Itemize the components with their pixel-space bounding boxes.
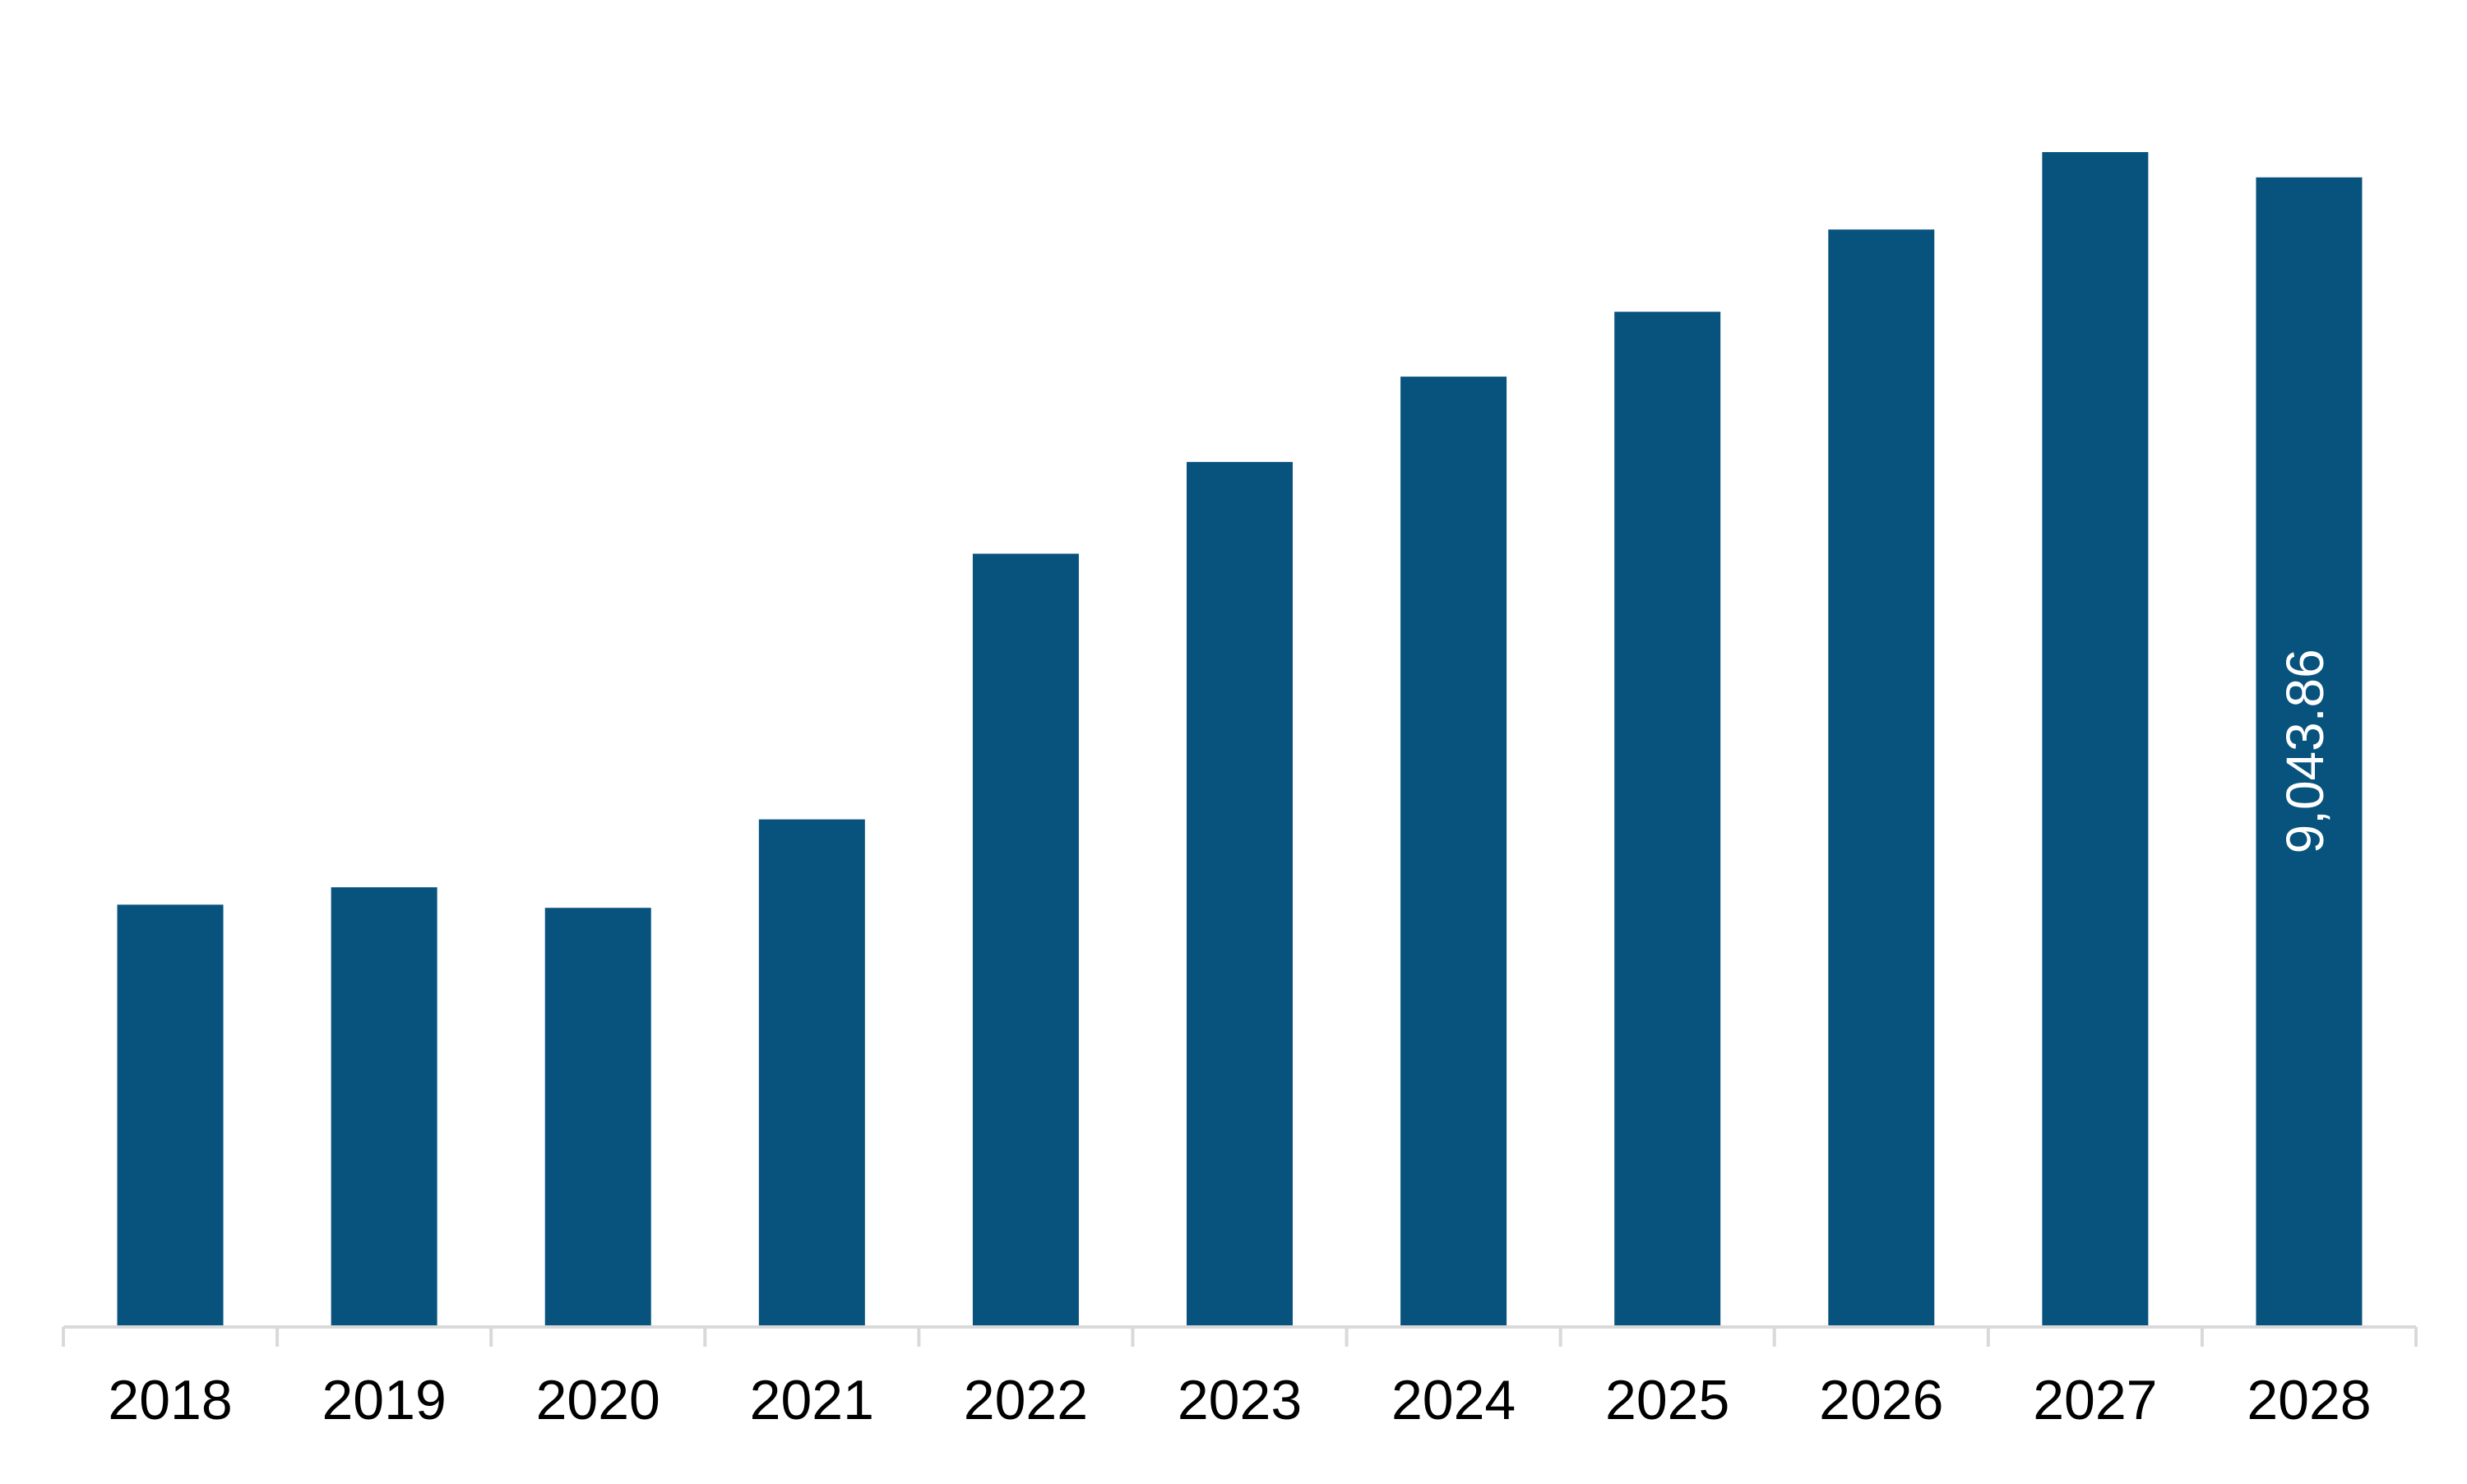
value-label: 9,043.86 [2275, 649, 2335, 853]
x-tick-label: 2020 [536, 1369, 660, 1431]
bar [972, 553, 1079, 1325]
x-tick-label: 2028 [2247, 1369, 2371, 1431]
x-tick-label: 2021 [750, 1369, 874, 1431]
bar [1614, 312, 1721, 1325]
bar [758, 819, 865, 1325]
x-tick-label: 2027 [2033, 1369, 2157, 1431]
x-tick-label: 2025 [1605, 1369, 1729, 1431]
x-tick-label: 2024 [1391, 1369, 1516, 1431]
x-tick-label: 2019 [322, 1369, 446, 1431]
x-tick-label: 2023 [1178, 1369, 1302, 1431]
x-tick-label: 2018 [108, 1369, 232, 1431]
bar [117, 904, 224, 1325]
x-tick-label: 2026 [1819, 1369, 1943, 1431]
bar [1187, 461, 1293, 1326]
bar [2042, 152, 2149, 1325]
bar [2256, 177, 2363, 1326]
bar [544, 908, 651, 1325]
bar [331, 887, 437, 1325]
bar [1828, 229, 1935, 1325]
x-tick-label: 2022 [964, 1369, 1088, 1431]
bar [1400, 377, 1507, 1325]
